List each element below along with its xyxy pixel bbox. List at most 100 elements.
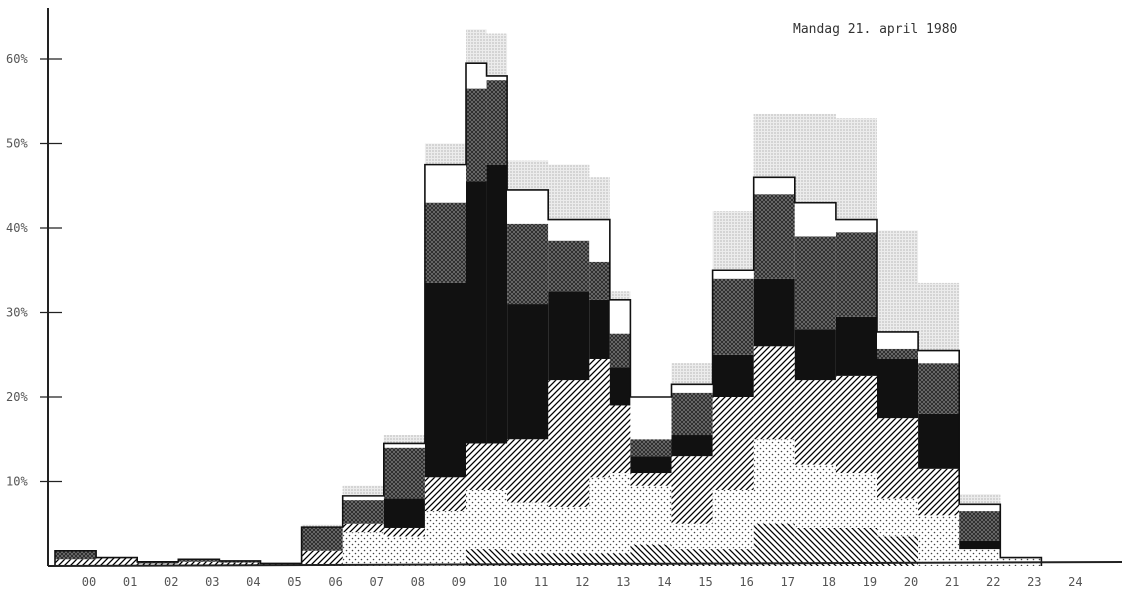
bar-segment-solid-19 (753, 278, 795, 347)
bar-segment-hatch-fwd-1 (96, 557, 138, 566)
bar-segment-crosshatch-21 (835, 232, 877, 317)
bar-segment-dots-21 (835, 473, 877, 528)
bar-segment-hatch-fwd-12 (507, 439, 549, 503)
bar-segment-solid-15 (609, 367, 631, 406)
bar-segment-white-10 (466, 63, 487, 89)
bar-segment-dots-8 (383, 536, 425, 566)
series-hatch-back (466, 523, 919, 567)
bar-segment-white-24 (959, 504, 1001, 512)
bar-segment-light-dots-9 (424, 143, 466, 165)
bar-segment-hatch-fwd-18 (712, 397, 754, 490)
x-tick-label: 24 (1068, 575, 1082, 589)
x-tick-label: 23 (1027, 575, 1041, 589)
bar-segment-solid-10 (466, 181, 487, 444)
bar-segment-crosshatch-0 (55, 550, 97, 560)
bar-segment-solid-21 (835, 316, 877, 376)
chart-title: Mandag 21. april 1980 (793, 22, 958, 37)
bar-segment-crosshatch-7 (342, 500, 384, 524)
bar-segment-crosshatch-9 (424, 202, 466, 283)
bar-segment-dots-7 (342, 532, 384, 566)
x-tick-label: 16 (739, 575, 753, 589)
bar-segment-crosshatch-11 (486, 80, 508, 165)
bar-segment-hatch-fwd-10 (466, 443, 487, 490)
bar-segment-hatch-back-10 (466, 549, 487, 566)
bar-segment-dots-13 (548, 506, 590, 554)
x-tick-label: 06 (328, 575, 342, 589)
bar-segment-white-13 (548, 219, 590, 241)
bar-segment-crosshatch-17 (671, 392, 713, 436)
bar-segment-hatch-back-14 (589, 553, 610, 566)
bar-segment-solid-16 (630, 456, 672, 474)
bar-segment-solid-9 (424, 282, 466, 478)
bar-segment-white-22 (877, 331, 919, 349)
bar-segment-light-dots-15 (609, 291, 631, 300)
bar-segment-white-9 (424, 164, 466, 203)
y-tick-label: 40% (6, 221, 28, 235)
bar-segment-white-23 (918, 350, 960, 364)
bar-segment-hatch-fwd-17 (671, 456, 713, 524)
bar-segment-light-dots-19 (753, 113, 795, 178)
bar-segment-white-17 (671, 384, 713, 393)
bar-segment-light-dots-10 (466, 29, 487, 64)
x-tick-label: 05 (287, 575, 301, 589)
bar-segment-crosshatch-14 (589, 261, 610, 300)
bar-segment-dots-19 (753, 439, 795, 524)
bar-segment-light-dots-13 (548, 164, 590, 220)
bar-segment-crosshatch-8 (383, 447, 425, 499)
x-tick-label: 18 (822, 575, 836, 589)
bar-segment-hatch-back-22 (877, 536, 919, 566)
x-tick-label: 12 (575, 575, 589, 589)
bar-segment-hatch-fwd-20 (794, 380, 836, 465)
bar-segment-white-8 (383, 443, 425, 448)
bar-segment-crosshatch-12 (507, 223, 549, 305)
bar-segment-crosshatch-10 (466, 88, 487, 182)
bar-segment-hatch-fwd-13 (548, 380, 590, 507)
bar-segment-dots-20 (794, 464, 836, 528)
bar-segment-solid-14 (589, 299, 610, 359)
bar-segment-crosshatch-3 (178, 559, 220, 562)
bar-segment-light-dots-18 (712, 211, 754, 271)
bar-segment-crosshatch-13 (548, 240, 590, 292)
x-tick-label: 00 (82, 575, 96, 589)
bar-segment-solid-13 (548, 291, 590, 381)
bar-segment-hatch-back-15 (609, 553, 631, 566)
bar-segment-white-14 (589, 219, 610, 262)
bar-segment-white-16 (630, 397, 672, 440)
series-hatch-fwd (55, 346, 960, 566)
x-tick-label: 14 (657, 575, 671, 589)
bar-segment-hatch-back-16 (630, 544, 672, 567)
bar-segment-solid-17 (671, 435, 713, 457)
bar-segment-hatch-fwd-8 (383, 527, 425, 537)
x-tick-label: 07 (369, 575, 383, 589)
series-solid (383, 164, 1001, 550)
bar-segment-hatch-fwd-3 (178, 561, 220, 566)
bar-segment-hatch-fwd-11 (486, 443, 508, 490)
series-white (342, 63, 1001, 512)
bar-segment-hatch-fwd-16 (630, 473, 672, 486)
bar-segment-light-dots-11 (486, 33, 508, 76)
bar-segment-solid-20 (794, 329, 836, 381)
x-tick-label: 08 (411, 575, 425, 589)
bar-segment-light-dots-22 (877, 230, 919, 332)
bar-segment-light-dots-24 (959, 494, 1001, 505)
x-tick-label: 04 (246, 575, 260, 589)
bar-segment-white-20 (794, 202, 836, 237)
x-tick-label: 21 (945, 575, 959, 589)
bar-segment-hatch-back-12 (507, 553, 549, 566)
bar-segment-white-18 (712, 270, 754, 279)
series-crosshatch (55, 80, 1001, 564)
bar-segment-light-dots-21 (835, 118, 877, 220)
bar-segment-crosshatch-23 (918, 363, 960, 414)
bar-segment-hatch-fwd-7 (342, 523, 384, 533)
bar-segment-light-dots-12 (507, 160, 549, 190)
bar-segment-solid-18 (712, 354, 754, 397)
bar-segment-light-dots-8 (383, 435, 425, 444)
y-tick-label: 60% (6, 52, 28, 66)
bar-segment-dots-14 (589, 477, 610, 554)
x-tick-label: 20 (904, 575, 918, 589)
y-tick-label: 10% (6, 475, 28, 489)
bar-segment-crosshatch-18 (712, 278, 754, 355)
bar-segment-dots-22 (877, 498, 919, 537)
bar-segment-solid-23 (918, 413, 960, 469)
x-tick-label: 15 (698, 575, 712, 589)
